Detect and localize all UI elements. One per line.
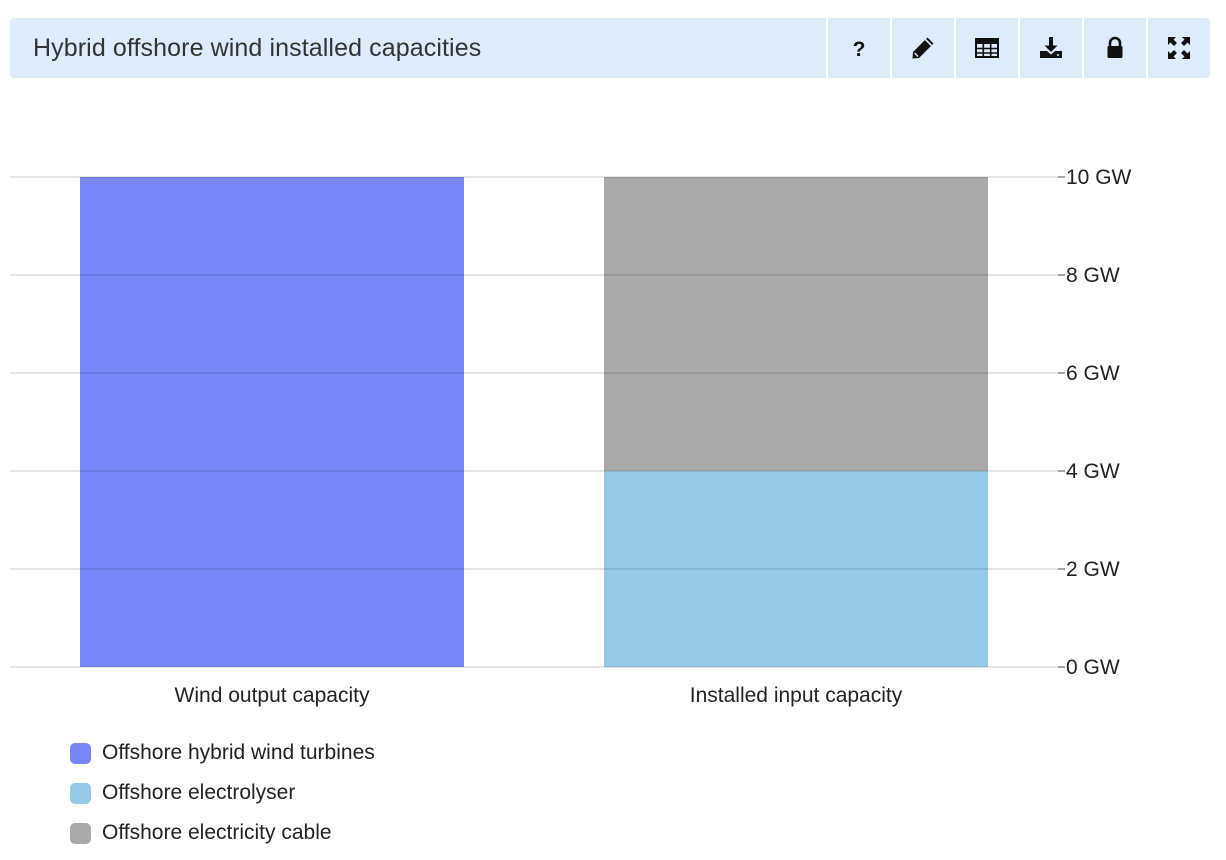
x-tick-label: Wind output capacity	[175, 684, 370, 707]
help-icon: ?	[853, 38, 866, 61]
legend-item[interactable]: Offshore electrolyser	[70, 773, 375, 813]
y-tick-label: 4 GW	[1066, 460, 1120, 483]
legend-swatch	[70, 822, 91, 844]
bar-1-series-1[interactable]	[604, 471, 988, 667]
y-tick-label: 2 GW	[1066, 558, 1120, 581]
y-tick-label: 0 GW	[1066, 656, 1120, 679]
fullscreen-button[interactable]	[1146, 18, 1210, 78]
download-icon	[1040, 37, 1062, 58]
edit-icon	[912, 37, 934, 59]
x-tick-label: Installed input capacity	[690, 684, 903, 707]
legend-label: Offshore electricity cable	[102, 821, 332, 844]
y-tick-label: 10 GW	[1066, 166, 1132, 189]
help-button[interactable]: ?	[826, 18, 890, 78]
download-button[interactable]	[1018, 18, 1082, 78]
legend-swatch	[70, 742, 91, 764]
chart-plot: Wind output capacity Installed input capa…	[10, 166, 1132, 707]
chart-legend: Offshore hybrid wind turbines Offshore el…	[70, 733, 375, 853]
legend-item[interactable]: Offshore hybrid wind turbines	[70, 733, 375, 773]
y-tick-label: 8 GW	[1066, 264, 1120, 287]
table-icon	[975, 38, 999, 58]
bar-1-series-2[interactable]	[604, 177, 988, 471]
bar-0-series-0[interactable]	[80, 177, 464, 667]
chart-header: Hybrid offshore wind installed capacitie…	[10, 18, 1210, 78]
chart-toolbar: ?	[826, 18, 1210, 78]
y-tick-label: 6 GW	[1066, 362, 1120, 385]
fullscreen-icon	[1168, 37, 1190, 59]
legend-label: Offshore hybrid wind turbines	[102, 741, 375, 764]
svg-text:?: ?	[853, 38, 866, 61]
lock-icon	[1107, 36, 1123, 58]
legend-item[interactable]: Offshore electricity cable	[70, 813, 375, 853]
legend-swatch	[70, 782, 91, 804]
edit-button[interactable]	[890, 18, 954, 78]
chart-title: Hybrid offshore wind installed capacitie…	[33, 33, 482, 62]
data-table-button[interactable]	[954, 18, 1018, 78]
legend-label: Offshore electrolyser	[102, 781, 296, 804]
lock-button[interactable]	[1082, 18, 1146, 78]
